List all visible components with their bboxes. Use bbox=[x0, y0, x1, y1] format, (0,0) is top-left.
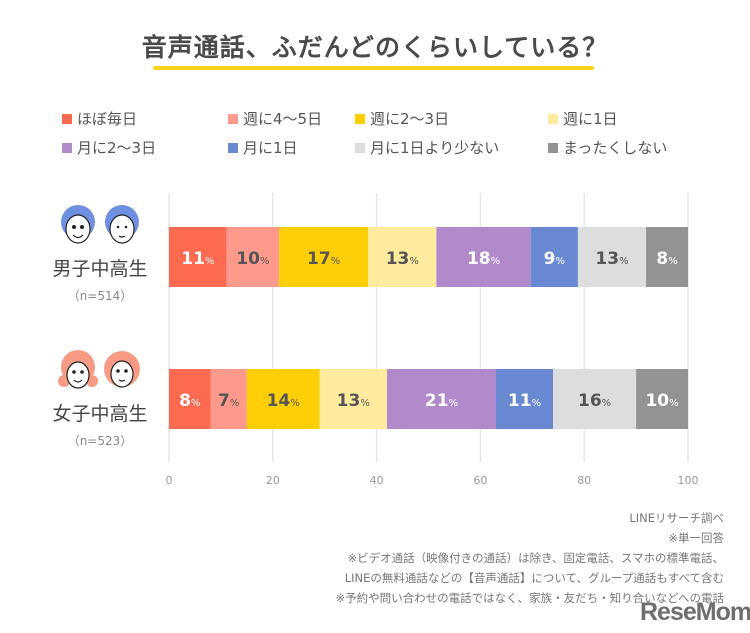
note-source: LINEリサーチ調べ bbox=[629, 511, 724, 525]
girls-icon bbox=[58, 350, 140, 389]
legend-swatch bbox=[548, 113, 558, 124]
bar-segment bbox=[169, 227, 227, 287]
data-label: 14% bbox=[267, 391, 300, 411]
resemom-logo: ReseMom. bbox=[640, 598, 750, 627]
data-label: 13% bbox=[337, 391, 370, 411]
bar-segment bbox=[279, 227, 369, 287]
bar-segment bbox=[368, 227, 437, 287]
legend-swatch bbox=[355, 113, 365, 124]
bar-segment bbox=[646, 227, 688, 287]
legend-item: 週に1日 bbox=[548, 108, 618, 129]
bar-segment bbox=[386, 369, 496, 429]
legend-label: 週に4〜5日 bbox=[243, 110, 323, 128]
bar-segment bbox=[553, 369, 637, 429]
data-label: 9% bbox=[544, 249, 565, 269]
note-calls-definition: ※予約や問い合わせの電話ではなく、家族・友だち・知り合いなどへの電話 bbox=[335, 591, 724, 605]
boys-icon bbox=[61, 205, 139, 244]
legend-label: 月に1日より少ない bbox=[370, 139, 500, 157]
data-label: 16% bbox=[578, 391, 611, 411]
x-tick-label: 0 bbox=[166, 474, 173, 487]
bar-segment bbox=[530, 227, 578, 287]
data-label: 21% bbox=[425, 391, 458, 411]
title-underline bbox=[153, 66, 594, 70]
group-name-boys: 男子中高生 bbox=[52, 258, 148, 280]
group-label-boys: 男子中高生 （n=514） bbox=[40, 200, 160, 304]
legend-label: 週に2〜3日 bbox=[370, 110, 450, 128]
legend-item: まったくしない bbox=[548, 137, 667, 158]
note-video-excluded: ※ビデオ通話（映像付きの通話）は除き、固定電話、スマホの標準電話、 bbox=[347, 551, 724, 565]
x-tick-label: 20 bbox=[266, 474, 280, 487]
legend-swatch bbox=[62, 142, 72, 153]
data-label: 17% bbox=[307, 249, 340, 269]
group-n-boys: （n=514） bbox=[67, 289, 133, 303]
legend-label: 週に1日 bbox=[563, 110, 618, 128]
data-label: 13% bbox=[386, 249, 419, 269]
bar-segment bbox=[226, 227, 280, 287]
bar-segment bbox=[319, 369, 387, 429]
legend-swatch bbox=[228, 142, 238, 153]
x-tick-label: 60 bbox=[473, 474, 487, 487]
data-label: 18% bbox=[467, 249, 500, 269]
data-label: 11% bbox=[181, 249, 214, 269]
legend-swatch bbox=[355, 142, 365, 153]
x-tick-label: 100 bbox=[678, 474, 699, 487]
legend-item: 週に2〜3日 bbox=[355, 108, 449, 129]
legend-item: 月に1日 bbox=[228, 137, 298, 158]
note-line-calls: LINEの無料通話などの【音声通話】について、グループ通話もすべて含む bbox=[344, 571, 724, 585]
group-name-girls: 女子中高生 bbox=[52, 403, 148, 425]
bar-segment bbox=[246, 369, 320, 429]
data-label: 10% bbox=[236, 249, 269, 269]
legend-swatch bbox=[548, 142, 558, 153]
legend-item: ほぼ毎日 bbox=[62, 108, 137, 129]
group-label-girls: 女子中高生 （n=523） bbox=[40, 345, 160, 449]
data-label: 8% bbox=[179, 391, 200, 411]
bar-segment bbox=[577, 227, 647, 287]
legend-label: 月に2〜3日 bbox=[77, 139, 157, 157]
data-label: 7% bbox=[218, 391, 239, 411]
legend-item: 週に4〜5日 bbox=[228, 108, 322, 129]
note-single-answer: ※単一回答 bbox=[668, 531, 724, 545]
bar-segment bbox=[169, 369, 211, 429]
bar-segment bbox=[495, 369, 554, 429]
data-label: 8% bbox=[656, 249, 677, 269]
chart-title: 音声通話、ふだんどのくらいしている？ bbox=[141, 33, 609, 62]
group-n-girls: （n=523） bbox=[67, 434, 133, 448]
legend-swatch bbox=[228, 113, 238, 124]
legend-item: 月に1日より少ない bbox=[355, 137, 499, 158]
legend-label: 月に1日 bbox=[243, 139, 298, 157]
data-label: 10% bbox=[645, 391, 678, 411]
legend-item: 月に2〜3日 bbox=[62, 137, 156, 158]
legend-swatch bbox=[62, 113, 72, 124]
data-label: 13% bbox=[595, 249, 628, 269]
logo-text: ReseMom bbox=[640, 598, 750, 626]
legend-label: まったくしない bbox=[563, 139, 668, 157]
x-tick-label: 40 bbox=[370, 474, 384, 487]
x-tick-label: 80 bbox=[577, 474, 591, 487]
bar-segment bbox=[636, 369, 688, 429]
bar-segment bbox=[210, 369, 247, 429]
bar-segment bbox=[436, 227, 531, 287]
data-label: 11% bbox=[508, 391, 541, 411]
legend-label: ほぼ毎日 bbox=[77, 110, 138, 128]
